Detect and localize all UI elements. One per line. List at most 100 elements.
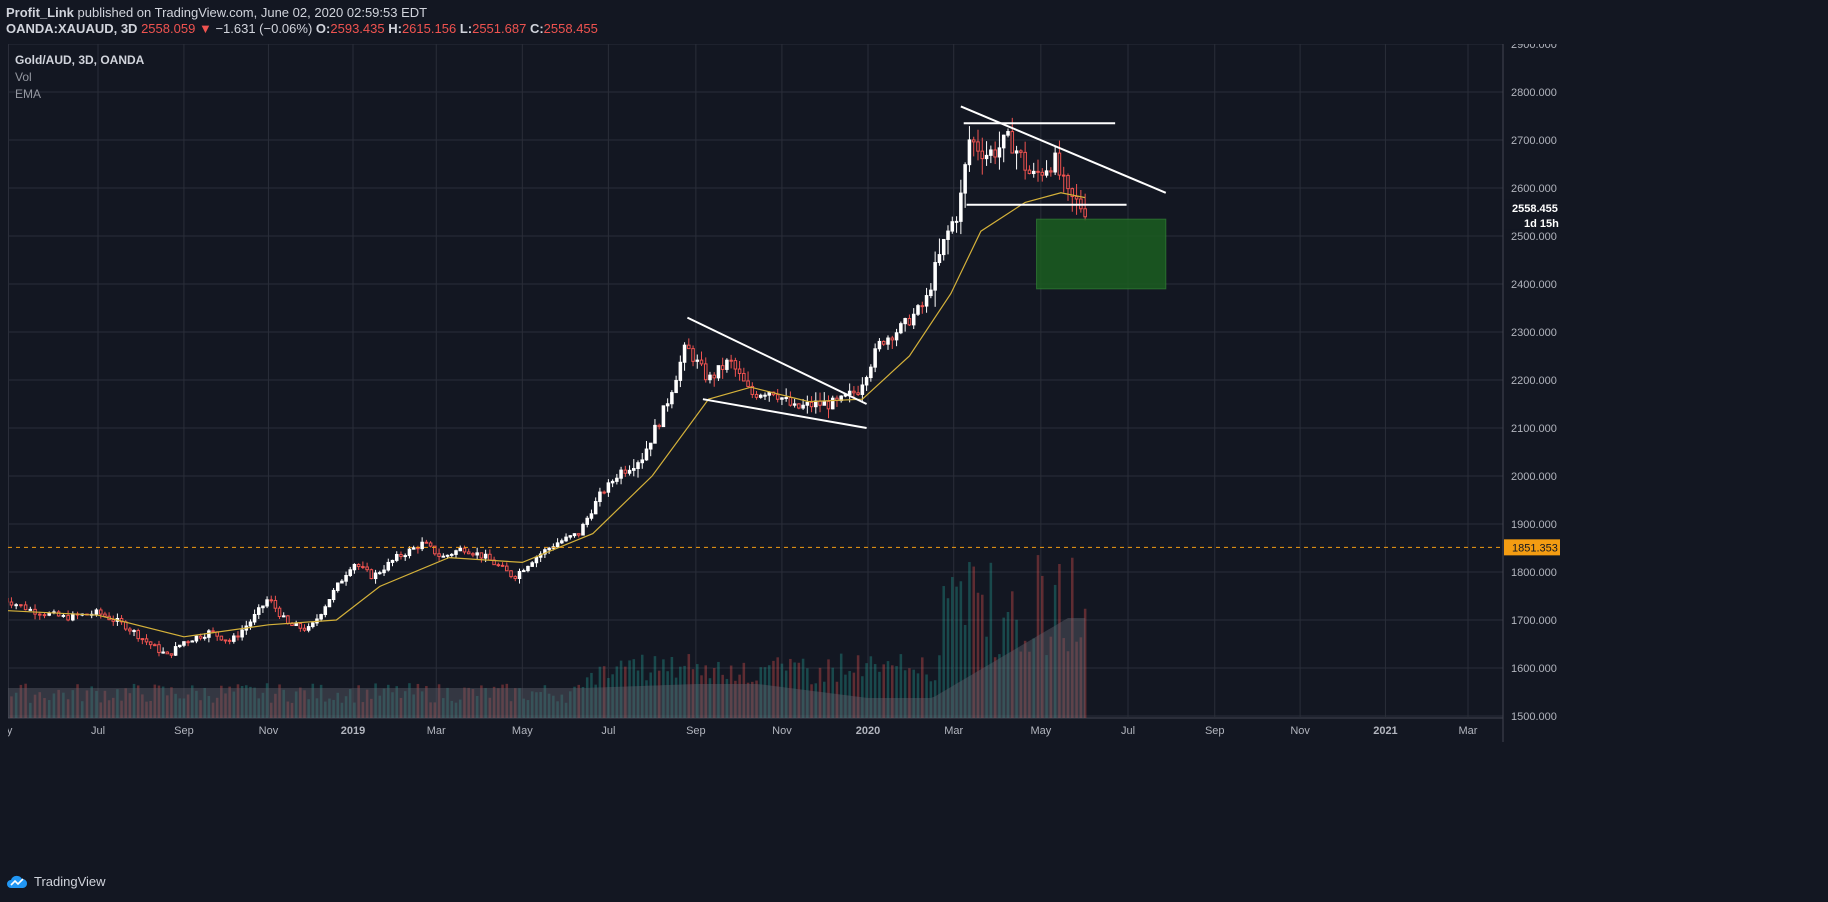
candle-body [856,392,860,395]
candle-body [937,254,942,264]
candle-body [99,609,103,615]
volume-bar [332,699,335,718]
volume-bar [463,687,466,718]
candle-body [148,641,153,646]
legend-ema[interactable]: EMA [15,87,42,101]
volume-bar [90,686,93,718]
candle-body [754,393,759,398]
time-tick-label: May [512,725,533,737]
volume-bar [653,656,657,718]
volume-bar [1002,617,1005,718]
volume-bar [1079,637,1083,718]
volume-bar [336,692,340,718]
candle-body [475,552,479,556]
open-label: O: [315,21,331,36]
volume-bar [632,659,636,718]
volume-bar [245,685,248,718]
publisher-name[interactable]: Profit_Link [6,5,74,20]
volume-bar [645,680,648,718]
volume-bar [290,702,294,718]
volume-bar [303,690,306,718]
candle-body [959,192,963,222]
volume-bar [249,686,252,718]
tradingview-footer[interactable]: TradingView [6,874,106,889]
candle-body [513,576,518,579]
candle-body [14,604,18,607]
price-chart[interactable]: May Jul Sep Nov 2019 Mar May Jul Sep Nov 2020 Mar Ma… [8,44,1822,866]
volume-bar [899,654,903,718]
price-tick-label: 2400.000 [1511,279,1557,291]
close-label: C: [529,21,544,36]
volume-bar [307,699,310,718]
candle-body [352,563,357,571]
volume-bar [759,667,763,718]
price-tick-label: 2300.000 [1511,327,1557,339]
candle-body [28,608,33,611]
candle-body [767,391,772,396]
candle-body [971,139,976,143]
candle-body [298,623,303,629]
volume-bar [103,690,107,718]
volume-bar [203,687,206,718]
candle-body [788,397,793,406]
volume-bar [985,636,988,718]
candle-body [636,462,640,470]
candle-body [593,501,598,515]
time-tick-label: May [8,725,13,737]
volume-bar [57,689,60,718]
volume-bar [199,700,202,718]
candle-body [877,340,882,350]
candle-body [682,344,687,363]
price-tick-label: 1900.000 [1511,519,1557,531]
candle-body [729,359,733,362]
volume-bar [207,696,211,718]
candle-body [369,569,374,580]
candle-body [496,564,501,567]
time-tick-label: Mar [427,725,446,737]
candle-body [273,599,278,609]
price-tick-label: 2900.000 [1511,44,1557,51]
volume-bar [624,666,627,718]
price-tick-label: 2500.000 [1511,231,1557,243]
candle-body [411,547,416,550]
volume-bar [357,685,360,718]
down-arrow-icon: ▼ [198,21,212,36]
volume-bar [679,666,682,718]
candle-body [335,582,340,591]
candle-body [1010,131,1015,154]
candle-body [153,644,157,647]
candle-body [186,641,190,644]
candle-body [665,403,670,407]
price-axis: 2900.000 2800.000 2700.000 2600.000 2500.000… [1502,44,1560,742]
candle-body [323,606,328,616]
close-value: 2558.455 [543,21,598,36]
volume-bar [1006,611,1010,718]
ema-layer [8,192,1086,638]
volume-bar [170,687,173,718]
volume-bar [416,683,420,718]
volume-bar [662,659,665,718]
candle-body [319,614,323,620]
volume-bar [437,684,441,718]
candle-body [177,644,182,648]
volume-bar [835,681,839,718]
volume-bar [573,686,576,718]
candle-body [407,548,412,557]
volume-bar [1028,651,1031,718]
volume-bar [636,670,640,718]
candle-body [911,313,916,326]
volume-bar [602,666,606,718]
candle-body [792,403,797,406]
publisher-line: Profit_Link published on TradingView.com… [6,5,427,20]
candle-body [61,614,66,617]
legend-volume[interactable]: Vol [15,70,32,84]
candle-body [165,651,170,655]
legend-title[interactable]: Gold/AUD, 3D, OANDA [15,53,145,67]
candle-body [509,570,513,578]
candle-body [119,617,124,623]
candle-body [1057,152,1062,176]
volume-bar [19,684,23,718]
candle-body [946,230,950,240]
candle-body [161,651,165,654]
candle-body [907,318,912,326]
